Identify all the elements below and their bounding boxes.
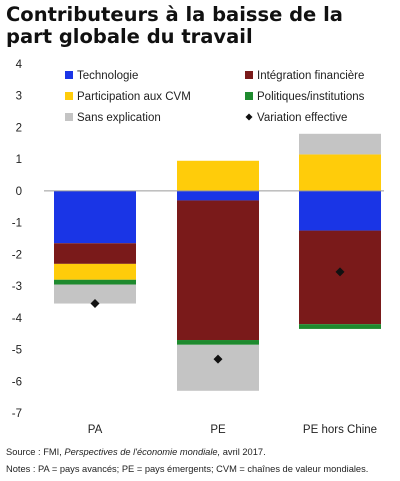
legend-swatch <box>245 92 253 100</box>
bar-segment <box>299 230 381 325</box>
y-tick-label: 2 <box>16 122 22 134</box>
y-tick-label: -4 <box>12 313 23 325</box>
bar-segment <box>54 263 136 280</box>
bar-segment <box>54 279 136 285</box>
variation-marker <box>213 354 223 364</box>
legend-label: Politiques/institutions <box>257 91 365 103</box>
y-tick-label: 0 <box>16 186 22 198</box>
bar-segment <box>177 200 259 341</box>
legend-marker <box>245 113 253 121</box>
bar-segment <box>299 154 381 191</box>
legend-swatch <box>65 113 73 121</box>
bar-segment <box>177 344 259 391</box>
variation-marker <box>335 267 345 277</box>
legend-label: Sans explication <box>77 112 161 124</box>
y-tick-label: -1 <box>12 218 22 230</box>
bar-segment <box>177 160 259 191</box>
chart-title-line-1: Contributeurs à la baisse de la <box>6 3 343 26</box>
source-prefix: Source : FMI, <box>6 447 65 457</box>
legend-swatch <box>245 71 253 79</box>
chart-title-line-2: part globale du travail <box>6 25 253 48</box>
source-suffix: avril 2017. <box>220 447 266 457</box>
y-tick-label: -2 <box>12 249 22 261</box>
legend-label: Technologie <box>77 70 138 82</box>
y-tick-label: -3 <box>12 281 22 293</box>
chart-title: Contributeurs à la baisse de la part glo… <box>6 4 343 48</box>
x-category-label: PA <box>88 424 103 436</box>
bar-segment <box>299 190 381 231</box>
stacked-bar-chart: 4 3 2 1 0 -1 -2 -3 -4 -5 -6 -7 PA PE PE hors Chine Tech… <box>12 59 384 436</box>
bar-segment <box>177 340 259 345</box>
bar-segment <box>54 243 136 264</box>
legend-swatch <box>65 71 73 79</box>
legend-label: Intégration financière <box>257 70 364 82</box>
abbreviations-note: Notes : PA = pays avancés; PE = pays éme… <box>6 464 369 474</box>
y-tick-label: 1 <box>16 154 22 166</box>
legend-label: Participation aux CVM <box>77 91 191 103</box>
y-tick-label: -6 <box>12 376 22 388</box>
bar-segment <box>177 190 259 201</box>
y-tick-label: 4 <box>16 59 23 71</box>
bar-segment <box>54 190 136 244</box>
bar-segment <box>54 284 136 304</box>
y-tick-label: -7 <box>12 408 22 420</box>
x-category-label: PE hors Chine <box>303 424 377 436</box>
legend-swatch <box>65 92 73 100</box>
y-tick-label: 3 <box>16 91 22 103</box>
y-tick-label: -5 <box>12 345 22 357</box>
x-category-label: PE <box>210 424 226 436</box>
bar-segment <box>299 133 381 155</box>
variation-marker <box>90 299 100 309</box>
source-note: Source : FMI, Perspectives de l'économie… <box>6 447 266 457</box>
source-publication: Perspectives de l'économie mondiale, <box>64 447 221 457</box>
bar-segment <box>299 324 381 329</box>
legend-label: Variation effective <box>257 112 347 124</box>
